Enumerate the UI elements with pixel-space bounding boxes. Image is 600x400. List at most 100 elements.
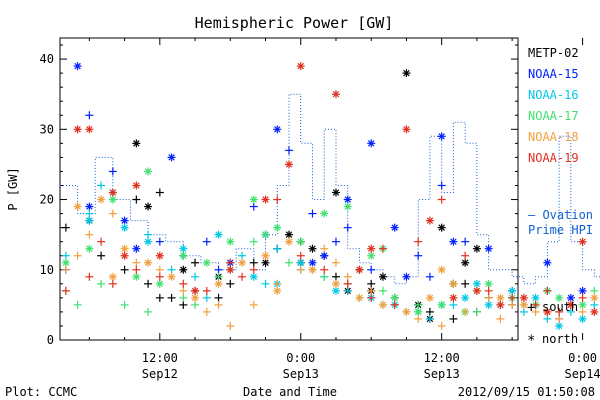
noaa-18-south-point — [461, 307, 470, 316]
noaa-18-south-point — [555, 314, 564, 323]
metp-02-north-point — [402, 69, 411, 78]
noaa-17-north-point — [414, 307, 423, 316]
legend-marker-north-symbol: * — [527, 333, 535, 349]
noaa-18-north-point — [73, 202, 82, 211]
noaa-15-south-point — [437, 181, 446, 190]
noaa-18-south-point — [85, 230, 94, 239]
noaa-15-north-point — [578, 286, 587, 295]
noaa-19-north-point — [472, 286, 481, 295]
noaa-15-south-point — [461, 237, 470, 246]
noaa-15-south-point — [249, 202, 258, 211]
satellite-data-points — [61, 62, 599, 330]
noaa-18-south-point — [343, 272, 352, 281]
noaa-17-north-point — [155, 279, 164, 288]
noaa-18-north-point — [97, 195, 106, 204]
legend-marker-north-label: north — [542, 332, 578, 346]
noaa-18-south-point — [496, 314, 505, 323]
noaa-16-south-point — [202, 293, 211, 302]
noaa-17-north-point — [226, 237, 235, 246]
x-tick-time-label: 0:00 — [286, 351, 315, 365]
y-tick-label: 0 — [47, 333, 54, 347]
noaa-17-south-point — [590, 286, 599, 295]
noaa-16-north-point — [461, 293, 470, 302]
noaa-18-north-point — [144, 258, 153, 267]
noaa-19-north-point — [73, 125, 82, 134]
noaa-18-south-point — [296, 265, 305, 274]
x-axis: 12:00Sep120:00Sep1312:00Sep130:00Sep1412… — [88, 38, 600, 381]
legend-entry-noaa-19: NOAA-19 — [528, 151, 579, 165]
y-tick-label: 40 — [40, 52, 54, 66]
noaa-16-north-point — [249, 272, 258, 281]
noaa-18-north-point — [273, 286, 282, 295]
noaa-17-north-point — [85, 244, 94, 253]
metp-02-north-point — [437, 223, 446, 232]
noaa-18-north-point — [378, 300, 387, 309]
noaa-17-north-point — [273, 223, 282, 232]
noaa-15-north-point — [390, 223, 399, 232]
metp-02-south-point — [226, 279, 235, 288]
noaa-16-south-point — [85, 209, 94, 218]
metp-02-south-point — [425, 307, 434, 316]
noaa-16-south-point — [167, 265, 176, 274]
noaa-19-south-point — [414, 237, 423, 246]
metp-02-south-point — [461, 279, 470, 288]
noaa-16-north-point — [296, 258, 305, 267]
noaa-17-south-point — [191, 300, 200, 309]
x-tick-date-label: Sep13 — [424, 367, 460, 381]
noaa-17-north-point — [555, 293, 564, 302]
noaa-19-south-point — [378, 244, 387, 253]
metp-02-south-point — [191, 258, 200, 267]
noaa-16-south-point — [566, 307, 575, 316]
legend-entry-ovation-line: — Ovation — [528, 208, 593, 222]
noaa-15-south-point — [85, 111, 94, 120]
noaa-18-south-point — [132, 258, 141, 267]
noaa-15-north-point — [437, 132, 446, 141]
noaa-15-north-point — [132, 244, 141, 253]
noaa-16-south-point — [343, 286, 352, 295]
x-tick-date-label: Sep12 — [142, 367, 178, 381]
noaa-17-south-point — [97, 279, 106, 288]
noaa-19-north-point — [132, 181, 141, 190]
noaa-15-north-point — [85, 202, 94, 211]
noaa-18-north-point — [449, 279, 458, 288]
noaa-16-north-point — [214, 230, 223, 239]
noaa-18-north-point — [261, 251, 270, 260]
metp-02-south-point — [132, 195, 141, 204]
y-tick-label: 20 — [40, 193, 54, 207]
noaa-19-south-point — [132, 265, 141, 274]
noaa-15-north-point — [73, 62, 82, 71]
noaa-19-north-point — [226, 265, 235, 274]
metp-02-south-point — [144, 279, 153, 288]
noaa-16-south-point — [519, 307, 528, 316]
metp-02-south-point — [331, 272, 340, 281]
noaa-16-north-point — [85, 216, 94, 225]
noaa-18-south-point — [508, 300, 517, 309]
noaa-16-north-point — [120, 223, 129, 232]
metp-02-south-point — [449, 314, 458, 323]
noaa-19-south-point — [85, 272, 94, 281]
noaa-17-north-point — [296, 237, 305, 246]
noaa-19-south-point — [390, 300, 399, 309]
metp-02-north-point — [331, 188, 340, 197]
noaa-16-south-point — [144, 230, 153, 239]
noaa-18-south-point — [531, 307, 540, 316]
noaa-18-north-point — [167, 272, 176, 281]
noaa-17-south-point — [378, 286, 387, 295]
noaa-18-south-point — [331, 258, 340, 267]
noaa-18-south-point — [202, 307, 211, 316]
noaa-18-north-point — [308, 265, 317, 274]
noaa-17-south-point — [179, 293, 188, 302]
metp-02-north-point — [378, 272, 387, 281]
noaa-16-north-point — [484, 300, 493, 309]
legend-entry-metp-02: METP-02 — [528, 46, 579, 60]
legend-entry-noaa-18: NOAA-18 — [528, 130, 579, 144]
noaa-19-south-point — [508, 293, 517, 302]
legend-entry-ovation-label: Prime HPI — [528, 223, 593, 237]
noaa-18-south-point — [214, 300, 223, 309]
noaa-17-north-point — [132, 272, 141, 281]
noaa-18-north-point — [238, 258, 247, 267]
noaa-15-north-point — [566, 293, 575, 302]
noaa-17-north-point — [484, 279, 493, 288]
noaa-18-south-point — [61, 265, 70, 274]
noaa-17-south-point — [120, 300, 129, 309]
